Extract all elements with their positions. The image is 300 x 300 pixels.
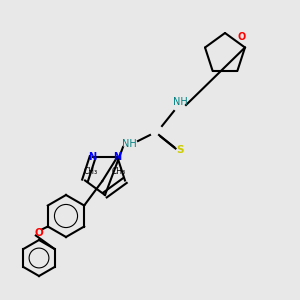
Text: CH₃: CH₃ [84, 167, 98, 176]
Text: N: N [88, 152, 97, 162]
Text: O: O [34, 227, 43, 238]
Text: S: S [176, 145, 184, 155]
Text: O: O [238, 32, 246, 42]
Text: CH₃: CH₃ [112, 167, 126, 176]
Text: N: N [113, 152, 122, 162]
Text: NH: NH [122, 139, 136, 149]
Text: NH: NH [172, 97, 188, 107]
